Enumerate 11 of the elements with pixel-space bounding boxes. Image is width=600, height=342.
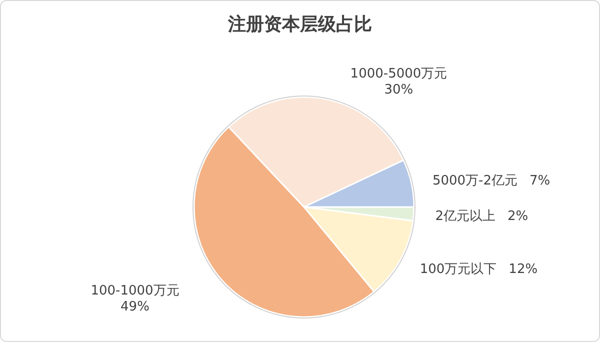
slice-label: 1000-5000万元 <box>350 66 448 82</box>
data-label: 49% <box>120 299 150 314</box>
data-label: 12% <box>508 262 538 277</box>
chart-title: 注册资本层级占比 <box>227 14 372 35</box>
data-label: 7% <box>530 173 550 188</box>
data-label: 30% <box>384 82 414 98</box>
slice-label: 100-1000万元 <box>90 283 180 298</box>
slice-label: 2亿元以上 <box>435 208 496 224</box>
slice-label: 5000万-2亿元 <box>432 173 518 188</box>
data-label: 2% <box>508 208 528 224</box>
slice-label: 100万元以下 <box>420 262 497 277</box>
